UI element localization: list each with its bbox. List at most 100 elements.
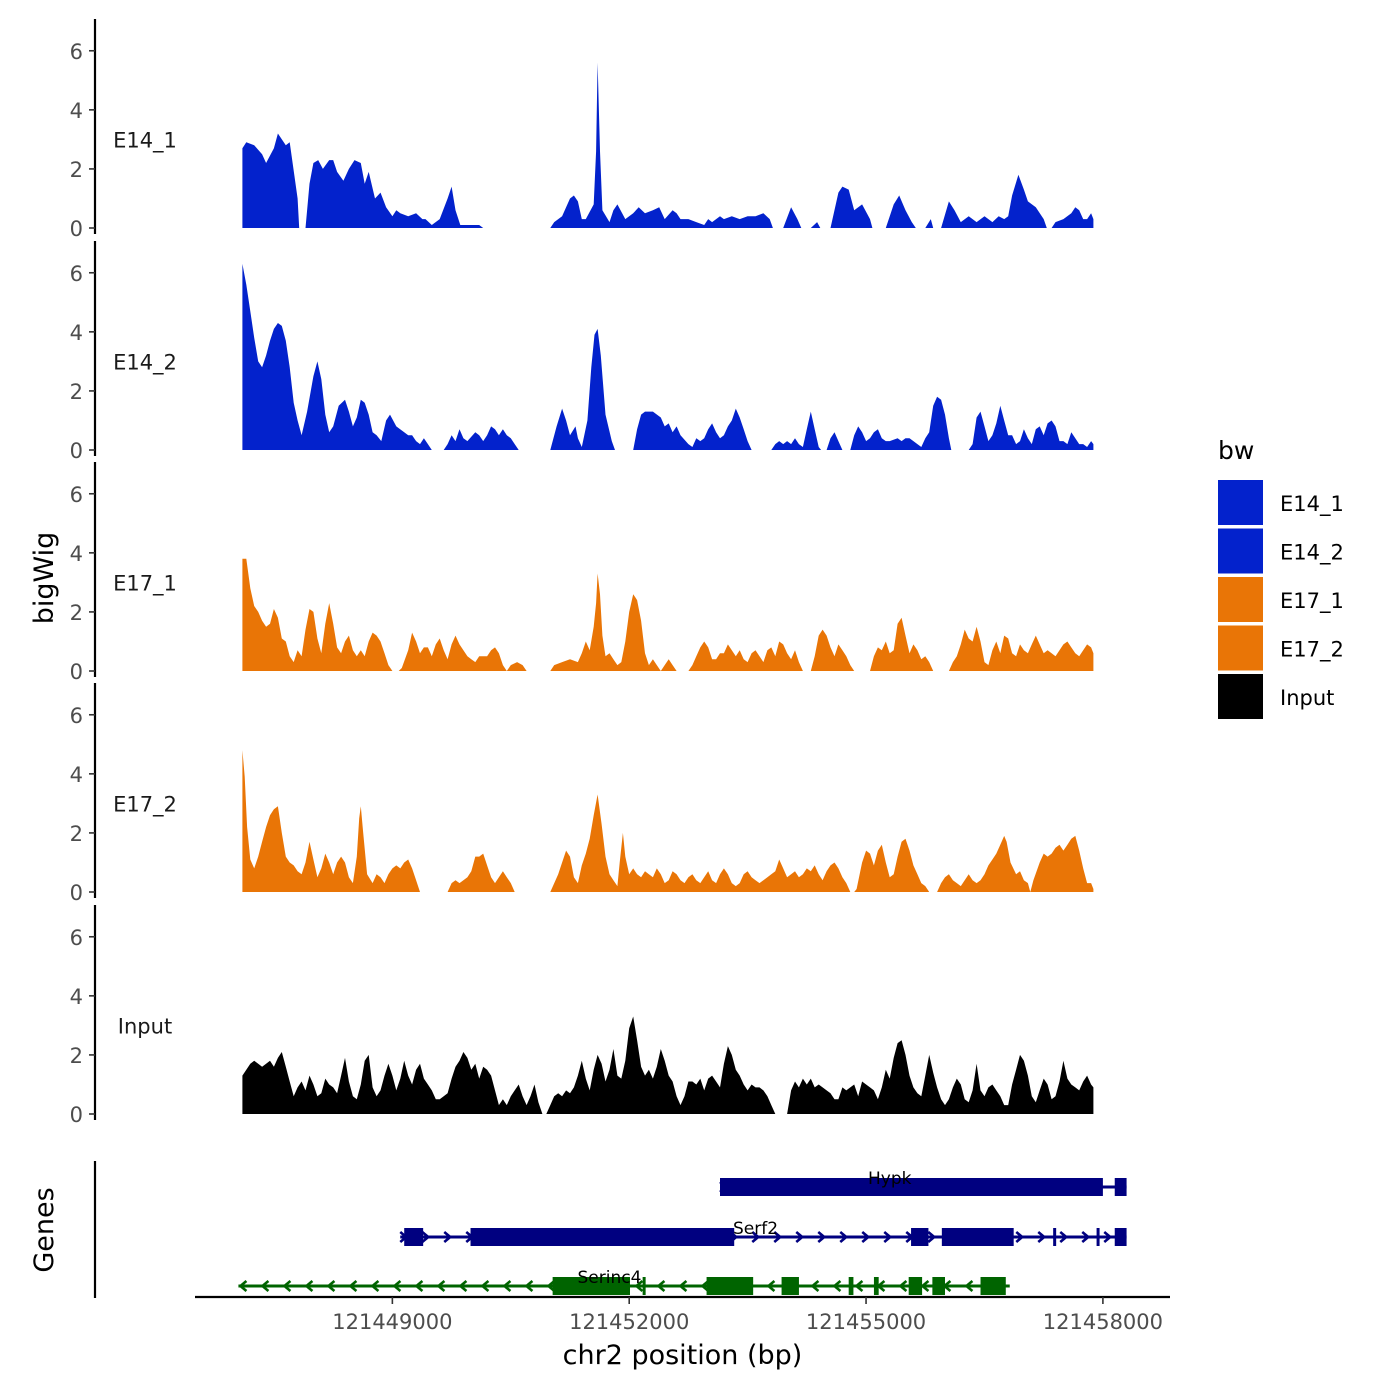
y-tick-label: 2	[70, 822, 83, 846]
strand-arrow	[304, 1280, 314, 1292]
y-tick-label: 4	[70, 985, 83, 1009]
exon	[980, 1277, 1006, 1295]
y-tick-label: 0	[70, 1103, 83, 1127]
track-label: E14_2	[113, 350, 177, 375]
x-axis-title: chr2 position (bp)	[563, 1340, 803, 1371]
y-axis-title: bigWig	[29, 532, 60, 625]
y-tick-label: 6	[70, 40, 83, 64]
y-tick-label: 0	[70, 881, 83, 905]
legend-swatch	[1218, 528, 1263, 574]
legend-label: E17_1	[1280, 589, 1344, 614]
y-tick-label: 2	[70, 380, 83, 404]
strand-arrow	[964, 1280, 974, 1292]
y-tick-label: 2	[70, 601, 83, 625]
exon	[911, 1228, 929, 1246]
strand-arrow	[1059, 1231, 1069, 1243]
signal-area-e14-2	[242, 263, 1094, 450]
strand-arrow	[370, 1280, 380, 1292]
exon	[873, 1277, 879, 1295]
legend-label: Input	[1280, 686, 1334, 710]
x-tick-label: 121449000	[332, 1310, 452, 1334]
legend-swatch	[1218, 480, 1263, 525]
strand-arrow	[656, 1280, 666, 1292]
strand-arrow	[795, 1231, 805, 1243]
track-label: Input	[118, 1014, 172, 1038]
exon	[706, 1277, 754, 1295]
legend-swatch	[1218, 577, 1263, 622]
y-tick-label: 6	[70, 483, 83, 507]
exon	[470, 1228, 735, 1246]
track-label: E17_2	[113, 792, 177, 817]
track-panel-e17-1: 0 2 4 6 E17_1	[70, 462, 1094, 684]
strand-arrow	[260, 1280, 270, 1292]
legend-label: E17_2	[1280, 638, 1344, 663]
strand-arrow	[436, 1280, 446, 1292]
y-tick-label: 0	[70, 439, 83, 463]
strand-arrow	[238, 1280, 248, 1292]
gene-label: Hypk	[868, 1169, 912, 1189]
strand-arrow	[751, 1231, 761, 1243]
track-panel-e14-1: 0 2 4 6 E14_1	[70, 19, 1094, 241]
exon	[642, 1277, 646, 1295]
track-label: E17_1	[113, 571, 177, 596]
strand-arrow	[700, 1280, 710, 1292]
genes-axis-title: Genes	[29, 1187, 60, 1272]
strand-arrow	[1103, 1231, 1113, 1243]
strand-arrow	[883, 1231, 893, 1243]
exon	[848, 1277, 854, 1295]
y-tick-label: 0	[70, 217, 83, 241]
exon	[1053, 1228, 1057, 1246]
legend-label: E14_1	[1280, 492, 1344, 517]
exon	[908, 1277, 923, 1295]
strand-arrow	[920, 1280, 930, 1292]
signal-area-input	[242, 1016, 1094, 1114]
strand-arrow	[839, 1231, 849, 1243]
strand-arrow	[282, 1280, 292, 1292]
track-panel-e17-2: 0 2 4 6 E17_2	[70, 683, 1094, 905]
exon	[781, 1277, 799, 1295]
strand-arrow	[348, 1280, 358, 1292]
track-label: E14_1	[113, 128, 177, 153]
exon	[1114, 1228, 1127, 1246]
y-tick-label: 2	[70, 158, 83, 182]
y-tick-label: 4	[70, 321, 83, 345]
strand-arrow	[524, 1280, 534, 1292]
signal-area-e17-2	[242, 750, 1094, 892]
legend-swatch	[1218, 625, 1263, 671]
strand-arrow	[634, 1280, 644, 1292]
y-tick-label: 2	[70, 1044, 83, 1068]
strand-arrow	[773, 1231, 783, 1243]
strand-arrow	[927, 1231, 937, 1243]
strand-arrow	[1081, 1231, 1091, 1243]
y-tick-label: 6	[70, 704, 83, 728]
legend-label: E14_2	[1280, 541, 1344, 566]
x-tick-label: 121458000	[1043, 1310, 1163, 1334]
strand-arrow	[414, 1280, 424, 1292]
exon	[1114, 1178, 1127, 1196]
x-tick-label: 121455000	[806, 1310, 926, 1334]
gene-hypk: Hypk	[719, 1169, 1127, 1196]
strand-arrow	[392, 1280, 402, 1292]
strand-arrow	[421, 1231, 431, 1243]
genes-panel: Genes Hypk Serf2 Serinc4	[29, 1161, 1127, 1298]
exon	[404, 1228, 424, 1246]
gene-serf2: Serf2	[399, 1219, 1127, 1246]
gene-serinc4: Serinc4	[238, 1268, 1010, 1295]
exon	[552, 1277, 630, 1295]
exon	[720, 1178, 1103, 1196]
track-panel-input: 0 2 4 6 Input	[70, 905, 1094, 1127]
strand-arrow	[326, 1280, 336, 1292]
gene-label: Serf2	[733, 1219, 778, 1239]
y-tick-label: 6	[70, 262, 83, 286]
strand-arrow	[861, 1231, 871, 1243]
strand-arrow	[502, 1280, 512, 1292]
strand-arrow	[854, 1280, 864, 1292]
exon	[932, 1277, 945, 1295]
x-tick-label: 121452000	[569, 1310, 689, 1334]
exon	[1096, 1228, 1100, 1246]
legend-swatch	[1218, 674, 1263, 719]
exon	[941, 1228, 1014, 1246]
signal-area-e14-1	[242, 62, 1094, 228]
y-tick-label: 4	[70, 99, 83, 123]
